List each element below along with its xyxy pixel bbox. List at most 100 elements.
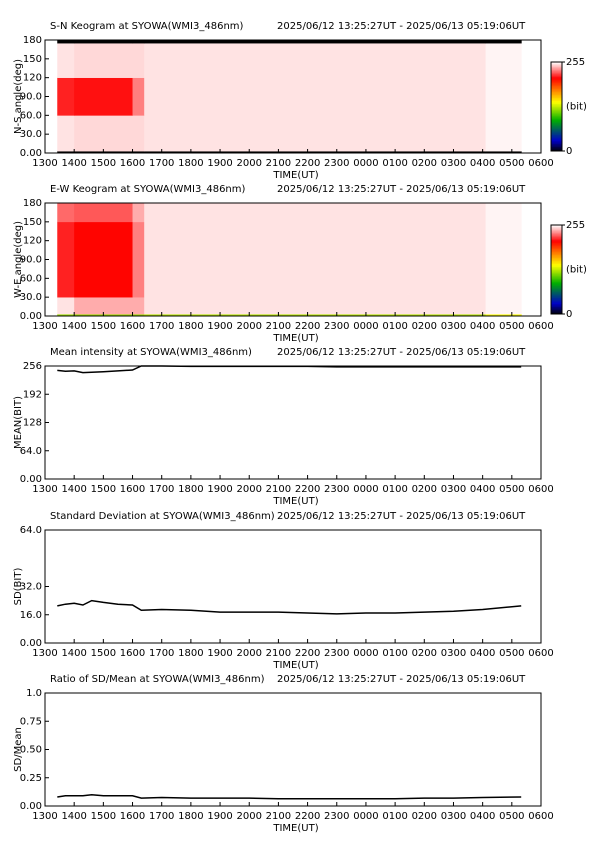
x-tick-label: 0100 (382, 811, 407, 822)
x-tick-label: 0200 (412, 484, 437, 495)
colorbar-step (551, 302, 562, 305)
y-tick-label: 90.0 (20, 255, 42, 266)
x-tick-label: 0300 (441, 321, 466, 332)
colorbar-step (551, 239, 562, 242)
heat-cell (485, 77, 522, 116)
x-tick-label: 1500 (91, 158, 116, 169)
colorbar-step (551, 69, 562, 72)
y-tick-label: 0.00 (20, 311, 42, 322)
colorbar-step (551, 96, 562, 98)
x-tick-label: 1500 (91, 484, 116, 495)
heat-cell (132, 203, 145, 223)
x-tick-label: 0100 (382, 648, 407, 659)
colorbar-step (551, 235, 562, 238)
colorbar-step (551, 91, 562, 94)
panel: Mean intensity at SYOWA(WMI3_486nm) 2025/… (13, 347, 554, 507)
x-tick-label: 0500 (499, 321, 524, 332)
colorbar-step (551, 63, 562, 66)
colorbar-step (551, 105, 562, 107)
x-tick-label: 1600 (120, 811, 145, 822)
chart-subtitle: 2025/06/12 13:25:27UT - 2025/06/13 05:19… (277, 347, 526, 358)
x-tick-label: 0100 (382, 484, 407, 495)
x-tick-label: 2300 (324, 648, 349, 659)
y-tick-label: 180 (23, 198, 42, 209)
x-tick-label: 1300 (32, 158, 57, 169)
heat-cell (485, 221, 522, 298)
heat-cell (144, 77, 487, 116)
colorbar-step (551, 84, 562, 87)
x-tick-label: 0400 (470, 811, 495, 822)
x-tick-label: 1400 (61, 158, 86, 169)
colorbar-step (551, 143, 562, 146)
y-tick-label: 120 (23, 73, 42, 84)
colorbar-step (551, 110, 562, 113)
y-tick-label: 30.0 (20, 292, 42, 303)
x-tick-label: 1400 (61, 648, 86, 659)
heat-cell (485, 115, 522, 152)
colorbar-step (551, 106, 562, 109)
colorbar-step (551, 99, 562, 101)
x-axis-label: TIME(UT) (272, 170, 318, 181)
x-tick-label: 0500 (499, 484, 524, 495)
heat-cell (485, 314, 522, 317)
colorbar-step (551, 140, 562, 143)
colorbar-step (551, 269, 562, 272)
colorbar-tick-label: 0 (566, 146, 572, 157)
x-tick-label: 0300 (441, 484, 466, 495)
chart-title: S-N Keogram at SYOWA(WMI3_486nm) (50, 21, 244, 32)
colorbar-step (551, 260, 562, 263)
colorbar-label: (bit) (566, 265, 587, 276)
colorbar-step (551, 236, 562, 239)
y-tick-label: 0.00 (20, 801, 42, 812)
colorbar-step (551, 257, 562, 260)
colorbar-step (551, 142, 562, 144)
x-tick-label: 2200 (295, 158, 320, 169)
heat-cell (57, 297, 75, 315)
colorbar-step (551, 97, 562, 100)
colorbar-step (551, 278, 562, 281)
x-tick-label: 2000 (237, 811, 262, 822)
colorbar-label: (bit) (566, 102, 587, 113)
colorbar-step (551, 72, 562, 75)
colorbar-step (551, 303, 562, 306)
colorbar-step (551, 247, 562, 250)
chart-title: Standard Deviation at SYOWA(WMI3_486nm) (50, 511, 275, 522)
colorbar-step (551, 288, 562, 291)
chart-subtitle: 2025/06/12 13:25:27UT - 2025/06/13 05:19… (277, 184, 526, 195)
x-tick-label: 2100 (266, 321, 291, 332)
colorbar-frame (550, 61, 563, 152)
x-tick-label: 0400 (470, 648, 495, 659)
x-tick-label: 1700 (149, 321, 174, 332)
heat-cell (57, 203, 75, 223)
colorbar-step (551, 149, 562, 152)
colorbar-step (551, 233, 562, 236)
x-tick-label: 1900 (207, 484, 232, 495)
x-tick-label: 0600 (528, 484, 553, 495)
heat-cell (485, 43, 522, 78)
x-tick-label: 0400 (470, 158, 495, 169)
y-axis-label: SD(BIT) (13, 568, 24, 606)
plot-frame (44, 365, 542, 480)
x-tick-label: 0200 (412, 158, 437, 169)
heat-cell (74, 40, 134, 44)
y-axis-label: SD/Mean (13, 727, 24, 772)
y-axis-label: W-E angle(deg) (13, 221, 24, 298)
x-tick-label: 2200 (295, 811, 320, 822)
colorbar-step (551, 78, 562, 81)
heat-cell (57, 43, 75, 78)
colorbar-step (551, 145, 562, 147)
colorbar-step (551, 73, 562, 76)
x-tick-label: 1400 (61, 321, 86, 332)
colorbar-step (551, 109, 562, 112)
x-tick-label: 0000 (353, 648, 378, 659)
colorbar-step (551, 294, 562, 297)
colorbar-step (551, 128, 562, 131)
x-tick-label: 0100 (382, 158, 407, 169)
x-tick-label: 1500 (91, 648, 116, 659)
colorbar-step (551, 136, 562, 139)
x-tick-label: 2000 (237, 648, 262, 659)
y-tick-label: 32.0 (20, 582, 42, 593)
x-tick-label: 1600 (120, 321, 145, 332)
colorbar-step (551, 64, 562, 67)
